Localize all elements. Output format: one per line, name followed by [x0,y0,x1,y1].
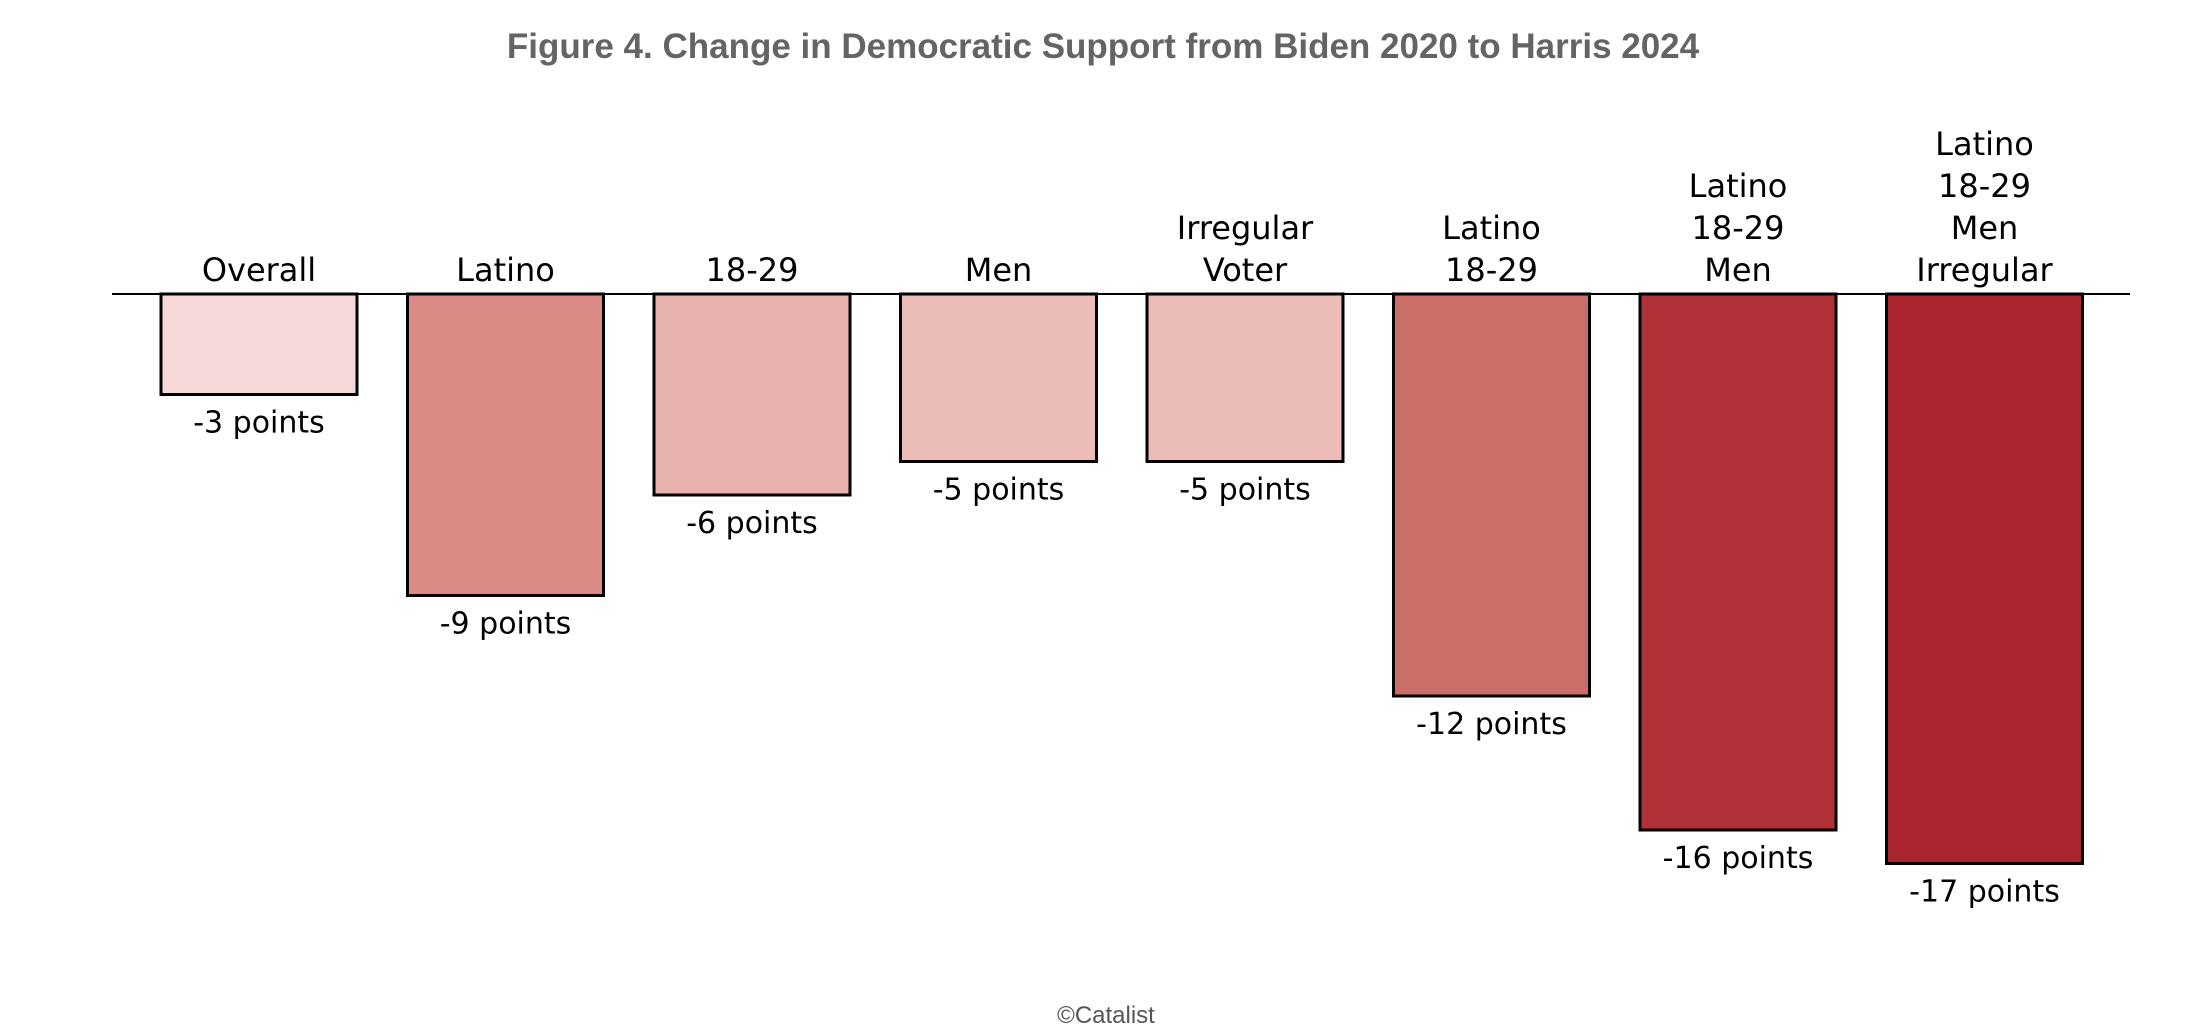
bar-7 [1885,292,2084,865]
value-label-2: -6 points [686,506,818,541]
category-label-line: Men [1704,251,1772,289]
labels-layer: Overall -3 points Latino -9 points 18-29 -6 p… [193,125,2060,910]
category-label-4: Irregular Voter [1177,209,1314,289]
value-label-5: -12 points [1416,707,1567,742]
category-label-3: Men [965,251,1033,289]
category-label-line: 18-29 [1445,251,1538,289]
category-label-5: Latino 18-29 [1442,209,1541,289]
category-label-7: Latino 18-29 Men Irregular [1916,125,2053,289]
bar-5 [1392,292,1591,698]
source-credit: ©Catalist [1057,1002,1155,1029]
category-label-6: Latino 18-29 Men [1689,167,1788,289]
value-label-6: -16 points [1663,841,1814,876]
category-label-line: Men [965,251,1033,289]
category-label-line: 18-29 [1938,167,2031,205]
category-label-1: Latino [456,251,555,289]
bar-3 [899,292,1098,463]
bar-2 [652,292,852,497]
category-label-line: Latino [1689,167,1788,205]
value-label-4: -5 points [1179,473,1311,508]
category-label-line: Latino [1935,125,2034,163]
value-label-3: -5 points [933,473,1065,508]
category-label-0: Overall [202,251,316,289]
category-label-line: Irregular [1177,209,1314,247]
bars-layer [159,292,2084,865]
category-label-line: Irregular [1916,251,2053,289]
category-label-2: 18-29 [706,251,799,289]
category-label-line: Latino [456,251,555,289]
category-label-line: Overall [202,251,316,289]
category-label-line: 18-29 [706,251,799,289]
bar-1 [406,292,605,597]
bar-6 [1638,292,1838,832]
category-label-line: Men [1951,209,2019,247]
value-label-0: -3 points [193,406,325,441]
category-label-line: 18-29 [1692,209,1785,247]
category-label-line: Latino [1442,209,1541,247]
value-label-7: -17 points [1909,875,2060,910]
bar-4 [1145,292,1345,463]
category-label-line: Voter [1203,251,1288,289]
chart-title: Figure 4. Change in Democratic Support f… [507,27,1700,66]
value-label-1: -9 points [440,607,572,642]
bar-0 [159,292,359,396]
